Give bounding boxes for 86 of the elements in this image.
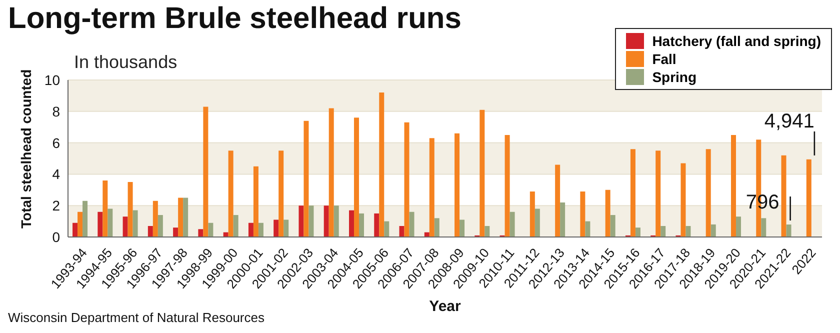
bar (585, 221, 590, 237)
y-tick-label: 2 (52, 198, 60, 214)
bar (183, 198, 188, 237)
bar (248, 222, 254, 237)
bar (324, 206, 329, 237)
bar (82, 200, 88, 237)
bar (379, 92, 384, 237)
bar (510, 212, 515, 237)
bar (354, 118, 359, 237)
bar (178, 198, 184, 237)
bar (454, 133, 460, 237)
bar (555, 164, 560, 237)
bar (72, 222, 78, 237)
bar (278, 150, 284, 237)
bar (253, 166, 258, 237)
bar (434, 218, 440, 237)
bar (786, 224, 792, 237)
bar (484, 226, 490, 237)
y-tick-label: 0 (52, 228, 60, 245)
bar (128, 182, 133, 237)
bar (409, 212, 414, 237)
bar (173, 228, 178, 237)
bar (429, 138, 434, 237)
bar (233, 215, 238, 237)
bar (710, 224, 716, 237)
bar (635, 228, 640, 237)
x-axis-title: Year (429, 298, 462, 315)
bar (605, 190, 610, 237)
bar (560, 202, 566, 237)
bar (148, 226, 153, 237)
bar (660, 226, 666, 237)
bar (198, 229, 204, 237)
bar (258, 222, 264, 237)
bar (152, 200, 158, 237)
bar (706, 149, 711, 237)
text: Wisconsin Department of Natural Resources (8, 310, 264, 325)
bar (630, 149, 636, 237)
bar (358, 213, 364, 237)
bar (374, 213, 380, 237)
bar (108, 208, 113, 237)
bar (158, 215, 163, 237)
bar (656, 150, 661, 237)
bar (806, 159, 812, 237)
bar (308, 206, 314, 237)
bar (761, 218, 766, 237)
bar (102, 180, 108, 237)
annotation: 4,941 (764, 110, 814, 132)
bar (530, 191, 535, 237)
bar (203, 106, 208, 237)
bar (284, 220, 289, 237)
legend-label: Fall (652, 51, 676, 67)
y-tick-label: 8 (52, 103, 60, 120)
legend-label: Spring (652, 69, 697, 85)
bar (328, 108, 334, 237)
bar (580, 191, 586, 237)
bar (686, 226, 691, 237)
bar (781, 155, 786, 237)
bar (399, 226, 404, 237)
bar (122, 216, 128, 237)
chart-subtitle: In thousands (74, 52, 178, 73)
bar (274, 220, 279, 237)
bar (680, 163, 686, 237)
bar (460, 220, 465, 237)
bar (78, 212, 83, 237)
bar (208, 222, 214, 237)
bar (736, 216, 741, 237)
bar (534, 208, 540, 237)
y-tick-label: 6 (52, 134, 60, 151)
legend-label: Hatchery (fall and spring) (652, 33, 821, 49)
bar (298, 206, 304, 237)
y-tick-label: 10 (44, 72, 60, 88)
bar (404, 122, 410, 237)
chart-title: Long-term Brule steelhead runs (8, 2, 462, 36)
bar (304, 120, 309, 237)
bar (334, 206, 339, 237)
bar (504, 134, 510, 237)
bar (348, 210, 354, 237)
bar (132, 210, 138, 237)
bar (384, 221, 390, 237)
y-tick-label: 4 (52, 166, 60, 182)
bar (730, 134, 736, 237)
bar (480, 110, 485, 237)
bar (610, 215, 616, 237)
bar (228, 150, 234, 237)
y-axis-title: Total steelhead counted (18, 69, 34, 228)
bar (98, 212, 103, 237)
